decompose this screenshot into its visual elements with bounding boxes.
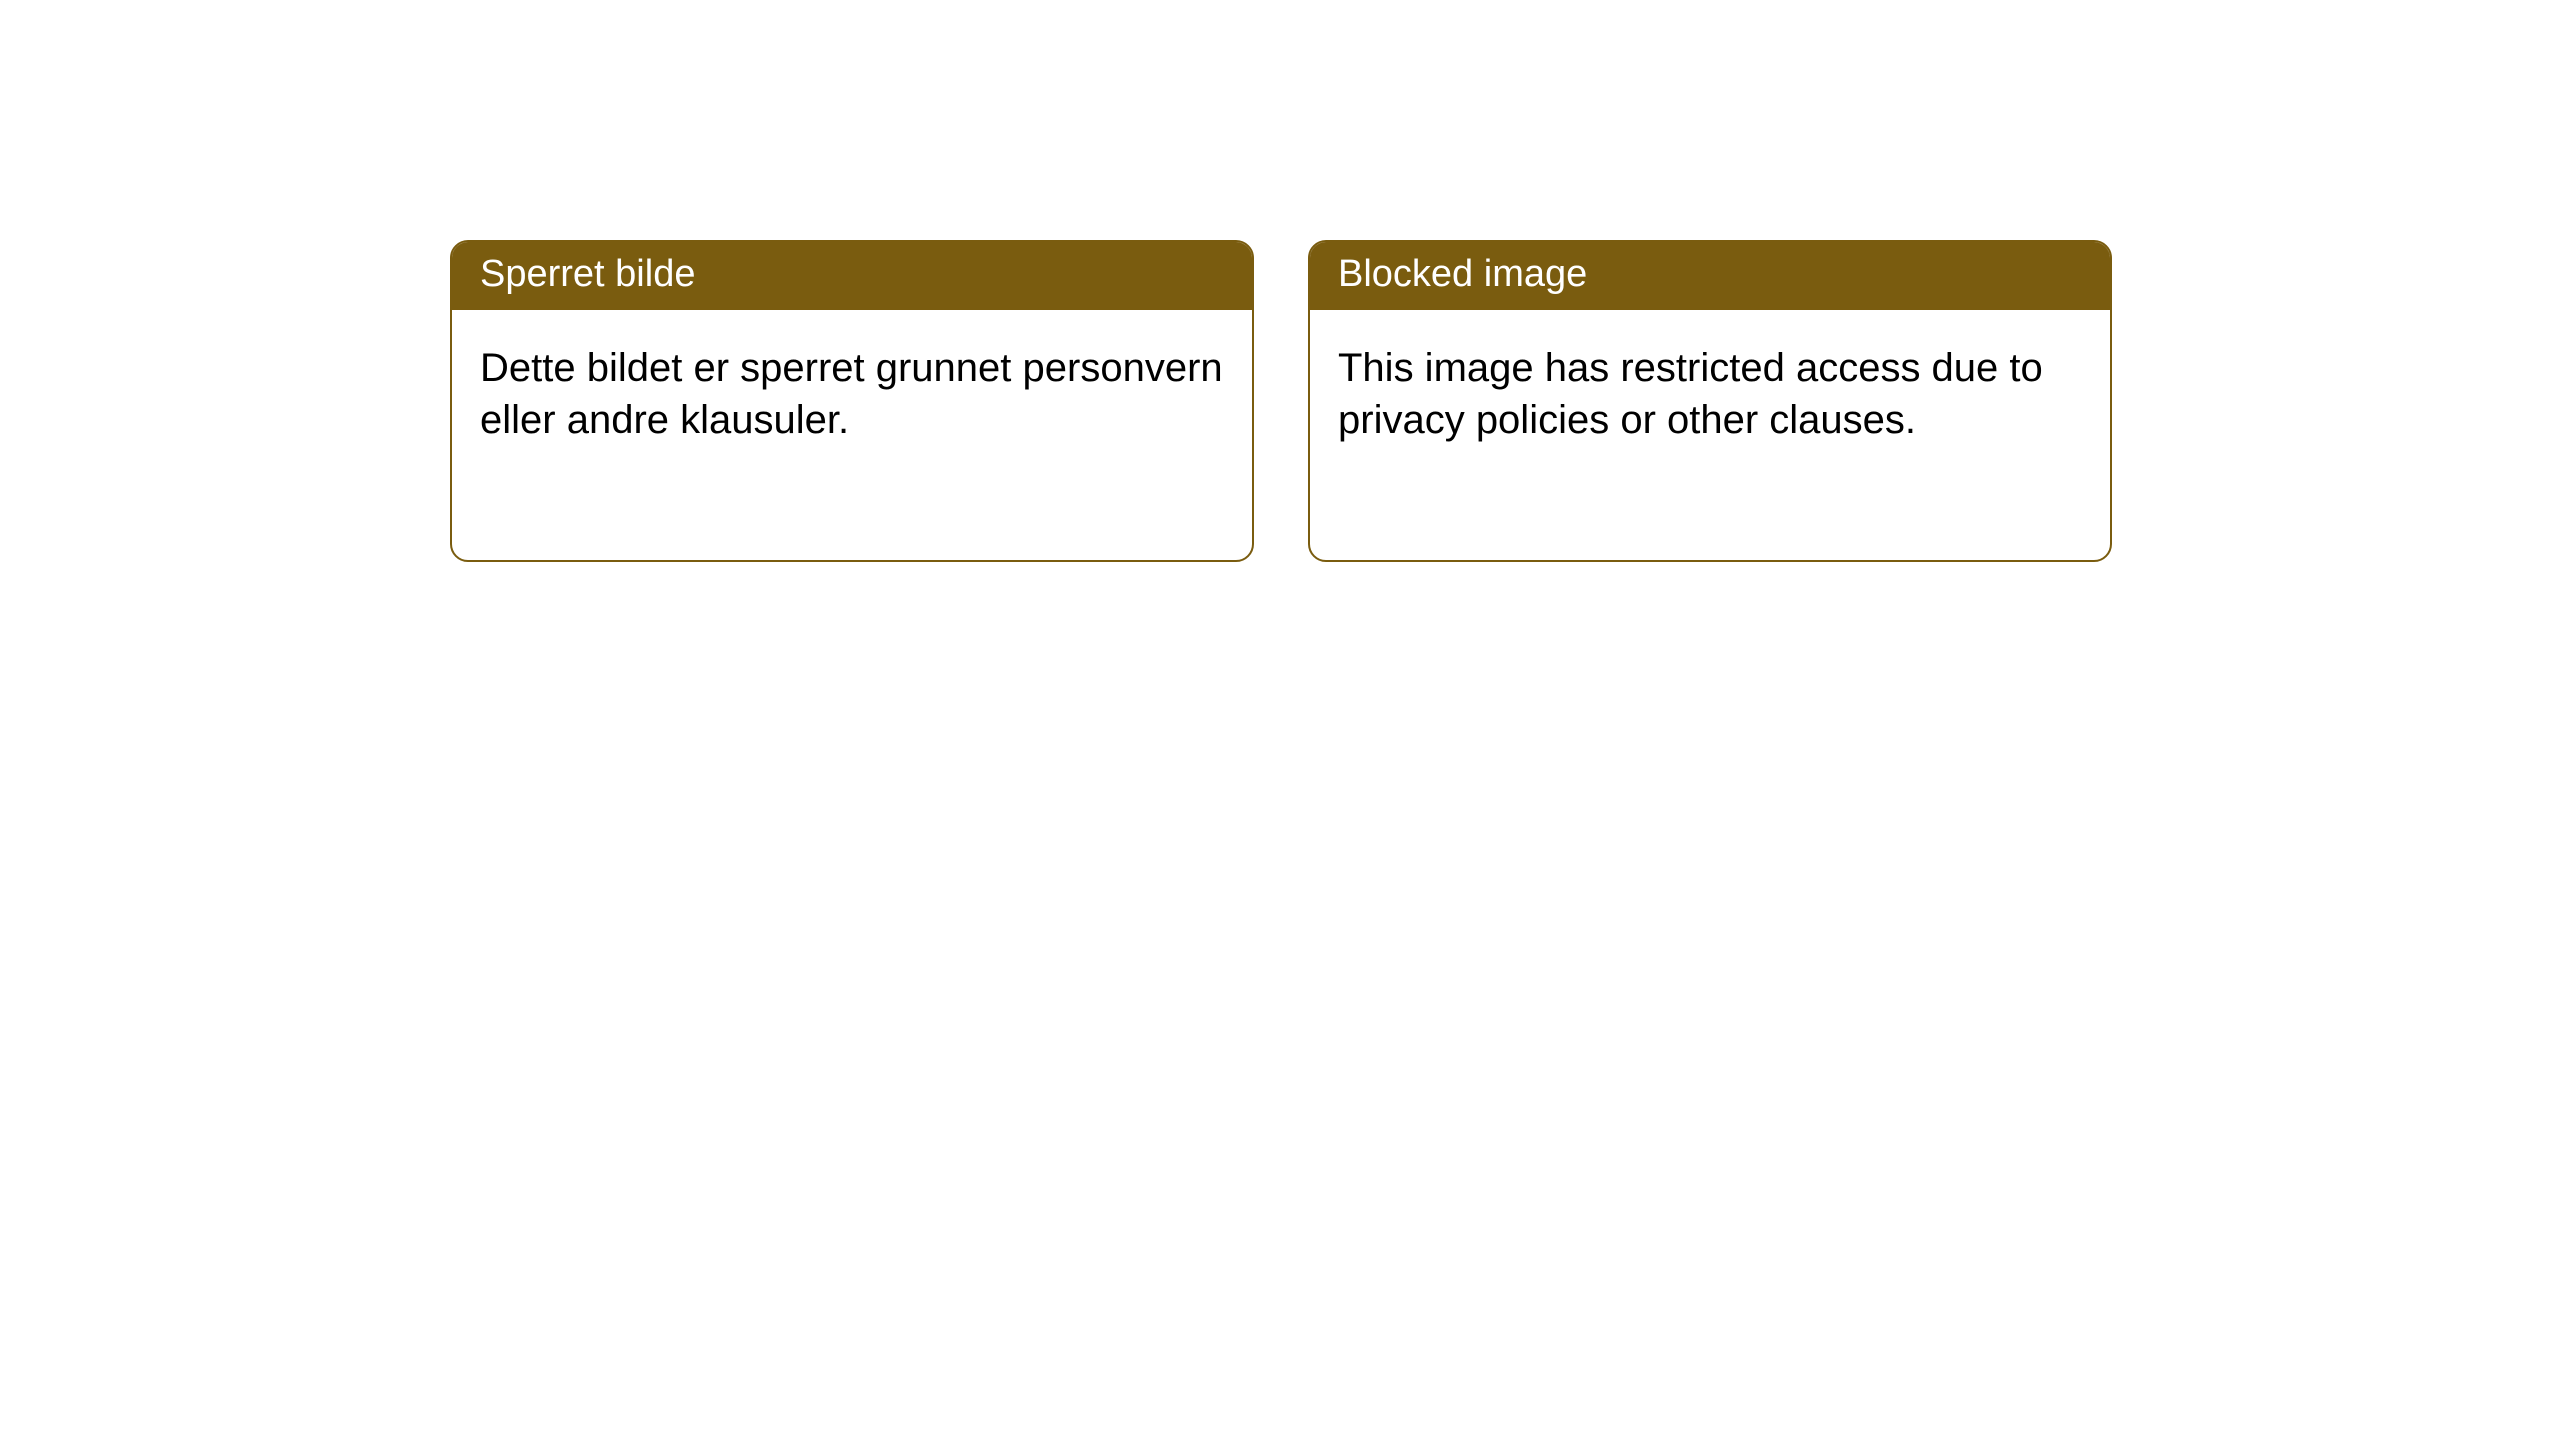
notice-header: Blocked image bbox=[1310, 242, 2110, 310]
notice-body: This image has restricted access due to … bbox=[1310, 310, 2110, 560]
notice-box-norwegian: Sperret bilde Dette bildet er sperret gr… bbox=[450, 240, 1254, 562]
notice-body: Dette bildet er sperret grunnet personve… bbox=[452, 310, 1252, 560]
notice-header: Sperret bilde bbox=[452, 242, 1252, 310]
notice-container: Sperret bilde Dette bildet er sperret gr… bbox=[450, 240, 2112, 562]
notice-box-english: Blocked image This image has restricted … bbox=[1308, 240, 2112, 562]
